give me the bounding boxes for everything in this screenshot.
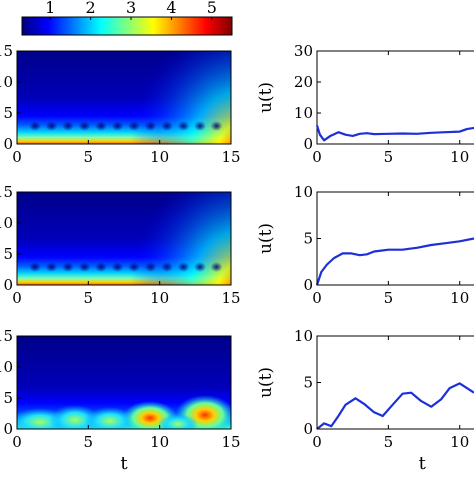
colorbar-tick-label: 2 <box>86 0 96 17</box>
y-tick-label: 15 <box>0 42 13 60</box>
chart-panel-middle-right: u(t) 0 5 10 0 5 10 <box>256 183 474 307</box>
heatmap-dark-spot <box>78 262 91 272</box>
heatmap-dark-spot <box>161 262 173 272</box>
y-tick-label: 5 <box>3 389 13 407</box>
x-tick-label: 0 <box>312 148 322 166</box>
chart-panel-top-left: 0 5 10 15 0 5 10 15 <box>0 42 241 166</box>
heatmap-dark-spot <box>128 121 140 131</box>
x-tick-label: 10 <box>150 433 169 451</box>
x-tick-label: 10 <box>150 289 169 307</box>
x-axis-label: t <box>120 453 128 474</box>
y-axis-label: u(t) <box>256 367 276 398</box>
y-axis-label: u(t) <box>256 82 276 113</box>
y-tick-label: 10 <box>294 104 313 122</box>
colorbar-bar <box>21 16 233 36</box>
series-line <box>316 382 474 430</box>
colorbar-tick-label: 5 <box>207 0 217 17</box>
y-tick-label: 10 <box>0 214 13 232</box>
y-tick-label: 10 <box>0 358 13 376</box>
heatmap-dark-spot <box>45 121 58 131</box>
x-tick-label: 0 <box>12 148 22 166</box>
heatmap-dark-spot <box>95 121 107 131</box>
heatmap-dark-spot <box>177 262 190 272</box>
x-tick-label: 10 <box>150 148 169 166</box>
chart-panel-bottom-left: 0 5 10 15 0 5 10 15 t <box>0 327 241 474</box>
heatmap-dark-spot <box>29 121 41 131</box>
heatmap-panel-middle <box>16 191 232 286</box>
plot-frame <box>316 335 474 430</box>
x-tick-label: 15 <box>221 433 240 451</box>
x-tick-label: 5 <box>384 433 394 451</box>
heatmap-dark-spot <box>62 262 74 272</box>
chart-panel-top-right: u(t) 0 5 10 0 10 20 30 <box>256 42 474 166</box>
y-tick-label: 15 <box>0 327 13 345</box>
x-tick-label: 5 <box>84 289 94 307</box>
y-tick-label: 5 <box>3 104 13 122</box>
heatmap-dark-spot <box>144 121 157 131</box>
x-tick-label: 5 <box>384 148 394 166</box>
colorbar-tick-labels: 1 2 3 4 5 <box>45 0 217 17</box>
heatmap-dark-spot <box>128 262 140 272</box>
chart-panel-bottom-right: u(t) 0 5 10 0 5 10 t <box>256 327 474 474</box>
colorbar-tick-label: 1 <box>45 0 55 17</box>
y-tick-label: 0 <box>3 420 13 438</box>
plot-frame <box>316 50 474 145</box>
x-tick-label: 10 <box>450 148 469 166</box>
heatmap-dark-spot <box>194 262 206 272</box>
colorbar-tick-marks <box>49 17 213 20</box>
series-line <box>315 125 474 142</box>
heatmap-panel-bottom <box>16 335 232 430</box>
plot-frame <box>316 191 474 286</box>
chart-panel-middle-left: 0 5 10 15 0 5 10 15 <box>0 183 241 307</box>
y-tick-label: 10 <box>294 327 313 345</box>
heatmap-dark-spot <box>194 121 206 131</box>
axes-layer: 0 5 10 15 0 5 10 15 u(t) 0 5 10 0 10 20 30 0 5 10 15 0 5 10 15 u… <box>0 42 474 474</box>
heatmap-dark-spot <box>210 121 223 131</box>
y-tick-label: 10 <box>0 73 13 91</box>
y-tick-label: 0 <box>3 135 13 153</box>
x-tick-label: 5 <box>84 433 94 451</box>
heatmap-dark-spot <box>111 121 124 131</box>
x-tick-label: 15 <box>221 289 240 307</box>
y-tick-label: 0 <box>303 420 313 438</box>
x-tick-label: 10 <box>450 289 469 307</box>
heatmap-dark-spot <box>161 121 173 131</box>
x-tick-label: 0 <box>312 289 322 307</box>
x-axis-label: t <box>419 453 427 474</box>
x-tick-label: 5 <box>384 289 394 307</box>
heatmap-dark-spot <box>111 262 124 272</box>
x-tick-label: 15 <box>221 148 240 166</box>
y-tick-label: 15 <box>0 183 13 201</box>
y-tick-label: 30 <box>294 42 313 60</box>
y-tick-label: 10 <box>294 183 313 201</box>
heatmap-panel-top <box>16 50 232 145</box>
x-tick-label: 5 <box>84 148 94 166</box>
colorbar-tick-label: 3 <box>126 0 136 17</box>
y-tick-label: 5 <box>3 245 13 263</box>
heatmap-dark-spot <box>177 121 190 131</box>
heatmap-dark-spot <box>45 262 58 272</box>
x-tick-label: 0 <box>12 289 22 307</box>
y-tick-label: 5 <box>303 374 313 392</box>
x-tick-label: 10 <box>450 433 469 451</box>
y-tick-label: 20 <box>294 73 313 91</box>
y-tick-label: 0 <box>3 276 13 294</box>
x-tick-label: 0 <box>312 433 322 451</box>
heatmap-dark-spot <box>78 121 91 131</box>
y-axis-label: u(t) <box>256 223 276 254</box>
heatmap-dark-spot <box>29 262 41 272</box>
heatmap-dark-spot <box>62 121 74 131</box>
heatmap-dark-spot <box>95 262 107 272</box>
colorbar: 1 2 3 4 5 <box>21 0 233 36</box>
x-tick-label: 0 <box>12 433 22 451</box>
heatmap-dark-spot <box>144 262 157 272</box>
series-line <box>315 237 474 286</box>
y-tick-label: 0 <box>303 276 313 294</box>
y-tick-label: 0 <box>303 135 313 153</box>
heatmap-dark-spot <box>210 262 223 272</box>
colorbar-tick-label: 4 <box>166 0 176 17</box>
y-tick-label: 5 <box>303 230 313 248</box>
